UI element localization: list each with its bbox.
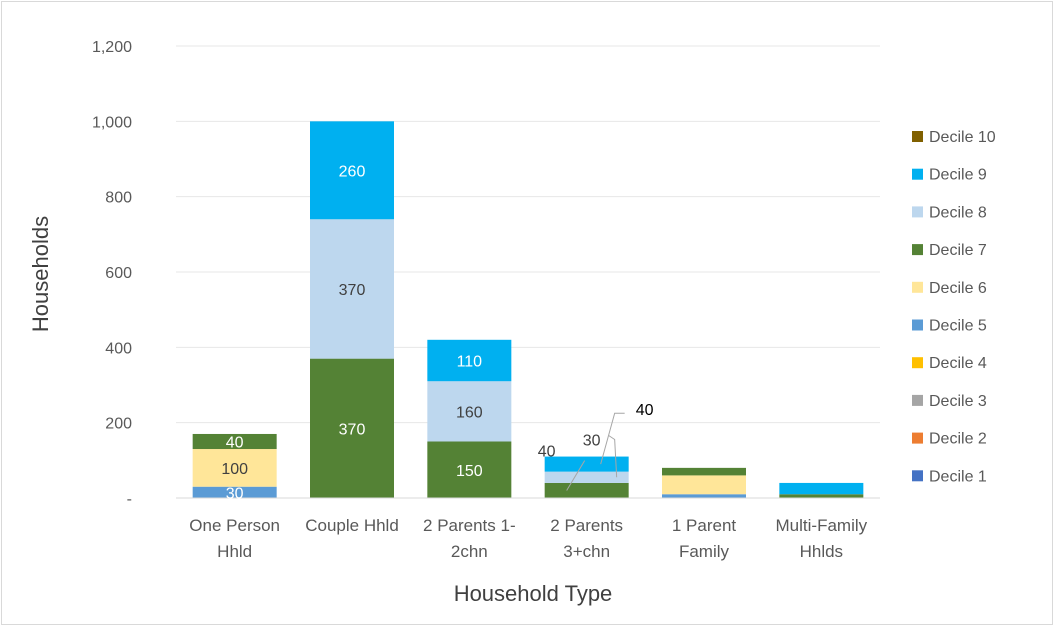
x-tick-label: 2 Parents — [550, 516, 623, 535]
bar-segment — [192, 433, 277, 450]
data-label: 40 — [226, 435, 244, 452]
legend-entry: Decile 6 — [929, 280, 987, 297]
y-axis-title: Households — [28, 216, 53, 332]
bar-segment — [544, 471, 629, 483]
legend-entry: Decile 4 — [929, 355, 987, 372]
x-tick-label: Hhld — [217, 542, 252, 561]
y-axis-tick-labels: - 200 400 600 800 1,000 1,200 — [92, 39, 132, 508]
bar-segment — [544, 482, 629, 498]
bar-segment — [192, 449, 277, 487]
bar-segment — [544, 456, 629, 472]
legend-entry: Decile 5 — [929, 318, 987, 335]
data-label: 30 — [583, 432, 601, 449]
x-tick-label: 3+chn — [563, 542, 610, 561]
gridlines — [176, 45, 880, 424]
data-label: 370 — [339, 282, 366, 299]
legend-entry: Decile 10 — [929, 129, 996, 146]
bar-segment — [427, 339, 512, 382]
legend-swatch — [912, 131, 923, 142]
y-tick-label: 600 — [105, 265, 132, 282]
x-tick-label: 2 Parents 1- — [423, 516, 516, 535]
leader-line — [608, 435, 618, 478]
legend-entry: Decile 1 — [929, 468, 987, 485]
legend-entry: Decile 9 — [929, 167, 987, 184]
data-label: 40 — [538, 444, 556, 461]
bar-segment — [779, 494, 864, 498]
x-tick-label: 1 Parent — [672, 516, 737, 535]
x-tick-label: Family — [679, 542, 730, 561]
legend-swatch — [912, 168, 923, 180]
legend-swatch — [912, 206, 923, 218]
legend-entry: Decile 8 — [929, 204, 987, 221]
x-tick-label: One Person — [189, 516, 280, 535]
data-label: 370 — [339, 421, 366, 438]
legend-swatch — [912, 281, 923, 293]
leader-line — [600, 412, 625, 465]
bar-segment — [662, 494, 746, 498]
legend-swatch — [912, 394, 923, 406]
data-label: 110 — [457, 354, 483, 371]
data-label: 30 — [226, 485, 244, 502]
y-tick-label: 800 — [105, 190, 132, 207]
y-tick-label: - — [127, 491, 132, 508]
y-tick-label: 200 — [105, 416, 132, 433]
bar-segment — [427, 381, 512, 442]
legend-swatch — [912, 470, 923, 482]
bar-segment — [310, 358, 394, 498]
bar-segment — [662, 475, 746, 495]
leader-line — [566, 460, 586, 491]
bar-segment — [662, 467, 746, 476]
y-tick-label: 1,000 — [92, 114, 132, 131]
data-label: 160 — [456, 404, 483, 421]
data-label: 150 — [456, 463, 483, 480]
data-label: 100 — [221, 461, 248, 478]
x-tick-label: Multi-Family — [776, 516, 868, 535]
legend-swatch — [912, 357, 923, 369]
bar-segment — [310, 121, 394, 220]
y-tick-label: 400 — [105, 340, 132, 357]
legend-swatch — [912, 432, 923, 444]
data-label: 40 — [636, 402, 654, 419]
bars: 100 370 370 260 150 160 110 — [192, 121, 864, 498]
legend-swatch — [912, 244, 923, 256]
legend: Decile 10 Decile 9 Decile 8 Decile 7 Decile … — [912, 129, 996, 485]
legend-swatch — [912, 319, 923, 331]
x-tick-label: Couple Hhld — [305, 516, 399, 535]
y-tick-label: 1,200 — [92, 39, 132, 56]
legend-entry: Decile 2 — [929, 431, 987, 448]
bar-segment — [310, 219, 394, 359]
x-axis-title: Household Type — [454, 581, 613, 606]
bar-segment — [427, 441, 512, 498]
bar-segment — [779, 482, 864, 495]
bar-segment — [192, 486, 277, 498]
x-axis: One Person Hhld Couple Hhld 2 Parents 1- 2ch… — [176, 497, 880, 561]
data-label: 260 — [339, 163, 366, 180]
x-tick-label: Hhlds — [800, 542, 843, 561]
legend-entry: Decile 7 — [929, 242, 987, 259]
x-tick-label: 2chn — [451, 542, 488, 561]
data-label-callouts: 30 40 40 30 40 — [226, 402, 654, 502]
legend-entry: Decile 3 — [929, 393, 987, 410]
